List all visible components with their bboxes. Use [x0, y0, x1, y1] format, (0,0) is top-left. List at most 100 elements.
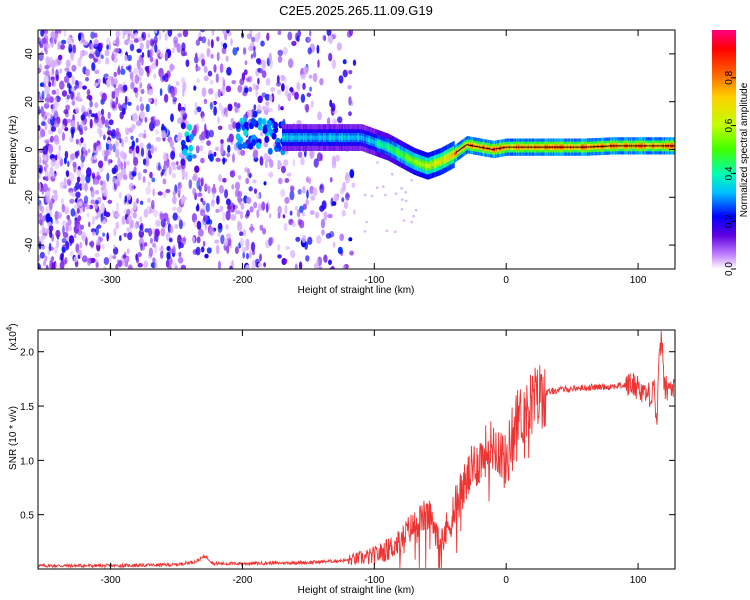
noise-blob: [94, 252, 100, 258]
noise-blob: [196, 78, 200, 83]
noise-blob: [67, 218, 72, 226]
noise-blob: [250, 241, 256, 252]
noise-blob: [61, 39, 67, 45]
noise-blob: [103, 134, 106, 141]
noise-blob: [308, 74, 313, 79]
noise-blob: [143, 168, 148, 174]
noise-blob: [275, 142, 281, 149]
noise-blob: [258, 203, 263, 211]
noise-blob: [219, 205, 224, 212]
noise-blob: [217, 260, 222, 269]
noise-blob: [246, 196, 252, 204]
noise-blob: [39, 43, 44, 49]
noise-blob: [79, 242, 83, 249]
noise-blob: [257, 262, 263, 268]
noise-blob: [113, 244, 116, 249]
noise-blob: [248, 142, 254, 150]
noise-blob: [244, 87, 249, 94]
noise-blob: [181, 42, 186, 51]
noise-blob: [226, 245, 230, 254]
noise-blob: [91, 62, 96, 72]
noise-blob: [236, 222, 243, 232]
track-segment: [402, 153, 405, 158]
track-segment: [430, 162, 433, 167]
noise-blob: [301, 234, 307, 243]
noise-blob: [115, 263, 119, 269]
track-segment: [441, 158, 444, 163]
noise-blob: [89, 204, 94, 210]
noise-blob: [270, 87, 276, 92]
track-segment: [432, 162, 435, 167]
noise-blob: [120, 161, 123, 171]
noise-blob: [132, 112, 138, 122]
noise-blob: [41, 205, 44, 214]
noise-blob: [300, 74, 306, 80]
noise-blob: [142, 176, 146, 183]
noise-blob: [158, 32, 162, 40]
track-segment: [440, 159, 442, 164]
track-segment: [458, 149, 460, 153]
noise-blob: [62, 225, 65, 235]
track-segment: [429, 163, 432, 168]
track-segment: [292, 135, 295, 140]
noise-blob: [202, 115, 205, 123]
noise-blob: [266, 125, 272, 133]
noise-blob: [112, 129, 116, 135]
noise-blob: [124, 54, 128, 62]
noise-blob: [69, 198, 75, 204]
noise-blob: [116, 67, 121, 76]
noise-blob: [114, 212, 120, 218]
track-segment: [395, 149, 398, 154]
noise-blob: [286, 172, 292, 177]
noise-blob: [215, 73, 219, 83]
noise-blob: [95, 226, 99, 236]
noise-blob: [109, 254, 113, 261]
snr-y-scale-base: (x10: [8, 331, 19, 351]
noise-blob: [83, 126, 88, 131]
noise-blob: [256, 209, 260, 219]
noise-blob: [180, 110, 186, 116]
noise-blob: [234, 106, 238, 113]
noise-blob: [278, 177, 283, 185]
track-segment: [297, 135, 300, 140]
noise-blob: [331, 155, 336, 166]
noise-blob: [128, 182, 135, 192]
noise-blob: [187, 154, 193, 162]
noise-blob: [176, 161, 179, 166]
track-segment: [314, 135, 317, 140]
noise-blob: [267, 147, 273, 155]
noise-blob: [85, 68, 90, 77]
noise-blob: [206, 140, 212, 147]
track-segment: [421, 162, 424, 167]
noise-blob: [264, 93, 271, 101]
noise-blob: [304, 241, 308, 250]
noise-blob: [152, 188, 155, 197]
noise-blob: [348, 237, 353, 242]
noise-blob: [326, 30, 332, 37]
spectrogram-plot-area: [38, 30, 675, 269]
noise-blob: [180, 264, 187, 269]
noise-blob: [142, 158, 147, 166]
noise-blob: [253, 188, 258, 195]
noise-blob: [222, 30, 227, 36]
noise-blob: [254, 33, 259, 39]
noise-blob: [222, 177, 227, 183]
noise-blob: [249, 206, 254, 213]
noise-blob: [284, 196, 290, 204]
track-segment: [405, 154, 408, 159]
noise-blob: [130, 207, 134, 215]
noise-blob: [404, 199, 408, 203]
noise-blob: [228, 133, 234, 143]
noise-blob: [63, 109, 69, 115]
noise-blob: [80, 121, 85, 129]
noise-blob: [82, 142, 87, 153]
noise-blob: [88, 221, 91, 228]
noise-blob: [99, 129, 103, 138]
noise-blob: [159, 215, 165, 221]
noise-blob: [98, 160, 104, 169]
track-segment: [423, 162, 426, 167]
noise-blob: [296, 35, 300, 42]
noise-blob: [75, 138, 79, 145]
track-segment: [393, 148, 396, 153]
noise-blob: [63, 30, 67, 38]
